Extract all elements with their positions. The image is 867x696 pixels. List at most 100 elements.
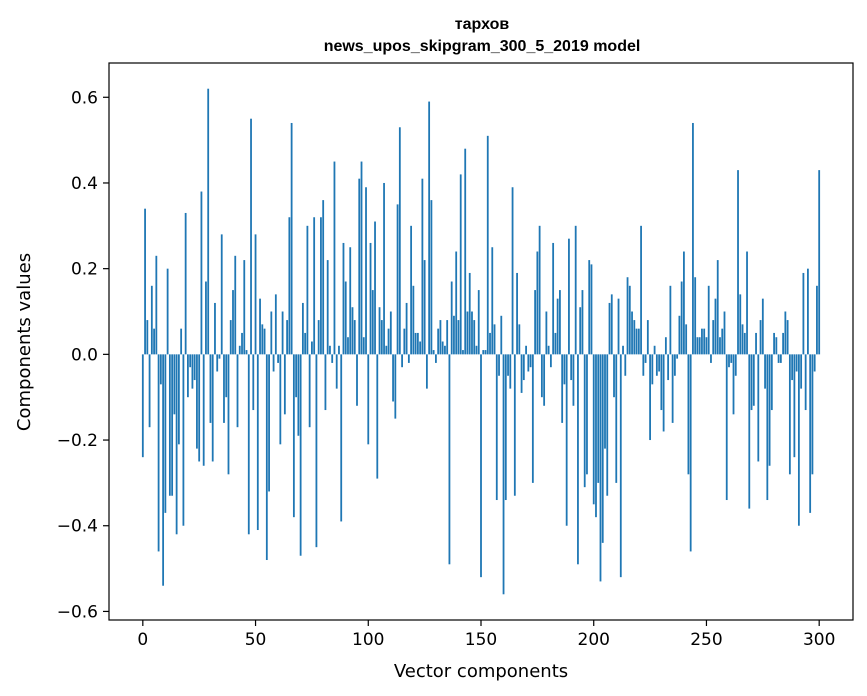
bar-270: [750, 354, 753, 411]
y-axis-label: Components values: [14, 253, 35, 431]
bar-29: [207, 88, 210, 355]
bars-group: [141, 88, 821, 595]
bar-114: [398, 127, 401, 355]
bar-11: [166, 268, 169, 355]
bar-115: [401, 354, 403, 368]
bar-112: [394, 354, 397, 419]
y-tick-label: 0.6: [71, 88, 98, 108]
bar-213: [622, 345, 624, 355]
bar-99: [365, 187, 367, 355]
bar-72: [304, 332, 307, 355]
bar-2: [146, 320, 149, 355]
bar-40: [232, 290, 234, 355]
bar-55: [265, 354, 268, 561]
bar-272: [755, 332, 757, 355]
x-tick-label: 150: [465, 630, 497, 650]
bar-49: [252, 354, 255, 411]
bar-148: [475, 345, 478, 355]
bar-143: [464, 148, 467, 355]
plot-frame: [108, 62, 854, 621]
bar-159: [500, 315, 503, 355]
bar-88: [340, 354, 343, 522]
bar-122: [416, 332, 419, 355]
bar-194: [579, 307, 582, 355]
bar-131: [437, 328, 440, 355]
bar-139: [455, 251, 458, 355]
bar-247: [698, 337, 701, 355]
x-axis-ticks: 0 50 100 150 200 250 300: [137, 620, 835, 650]
bar-141: [459, 174, 462, 355]
bar-297: [811, 354, 814, 475]
bar-61: [279, 354, 282, 445]
bar-66: [290, 122, 293, 355]
bar-228: [655, 354, 658, 376]
bar-238: [678, 315, 681, 355]
bar-10: [164, 354, 167, 513]
bar-71: [301, 302, 304, 355]
bar-226: [651, 354, 654, 385]
x-tick-label: 300: [803, 630, 835, 650]
bar-296: [809, 354, 812, 513]
bar-106: [380, 320, 383, 355]
bar-202: [597, 354, 600, 483]
bar-1: [144, 208, 146, 355]
bar-108: [385, 345, 388, 355]
bar-203: [599, 354, 602, 582]
bar-300: [818, 170, 821, 355]
bar-75: [311, 341, 313, 355]
bar-91: [347, 337, 349, 355]
bar-259: [725, 354, 728, 501]
bar-299: [816, 285, 818, 355]
bar-225: [649, 354, 651, 441]
bar-192: [574, 225, 577, 355]
bar-96: [358, 178, 361, 355]
y-tick-label: 0.0: [71, 345, 98, 365]
bar-102: [371, 290, 374, 355]
bar-149: [477, 290, 480, 355]
bar-22: [191, 354, 194, 389]
bar-169: [522, 354, 525, 381]
bar-278: [768, 354, 771, 466]
bar-23: [193, 354, 196, 381]
x-axis-label: Vector components: [394, 661, 568, 682]
bar-172: [529, 354, 532, 368]
x-tick-label: 50: [245, 630, 267, 650]
bar-241: [685, 324, 688, 355]
bar-293: [802, 272, 805, 355]
bar-118: [407, 354, 410, 363]
bar-85: [333, 161, 336, 355]
bar-188: [565, 354, 568, 526]
bar-38: [227, 354, 230, 475]
bar-214: [624, 354, 627, 376]
bar-168: [520, 354, 523, 393]
bar-89: [342, 242, 345, 355]
bar-104: [376, 354, 379, 479]
bar-257: [721, 328, 724, 355]
bar-224: [646, 320, 649, 355]
x-tick-label: 250: [690, 630, 722, 650]
bar-68: [295, 354, 298, 398]
bar-254: [714, 298, 717, 355]
bar-173: [531, 354, 534, 483]
bar-291: [797, 354, 800, 526]
bar-83: [329, 345, 331, 355]
bar-73: [306, 225, 309, 355]
bar-179: [545, 311, 548, 355]
bar-140: [457, 320, 460, 355]
bar-35: [220, 234, 223, 355]
bar-39: [229, 320, 232, 355]
bar-187: [563, 354, 566, 385]
bar-13: [171, 354, 174, 496]
bar-235: [671, 354, 674, 423]
bar-82: [326, 260, 329, 355]
bar-86: [335, 354, 338, 389]
bar-233: [667, 354, 670, 381]
bar-183: [554, 332, 557, 355]
bar-191: [572, 354, 575, 406]
y-tick-label: −0.2: [57, 431, 98, 451]
bar-63: [283, 354, 286, 415]
bar-152: [484, 350, 487, 355]
bar-175: [536, 251, 539, 355]
bar-219: [635, 328, 638, 355]
